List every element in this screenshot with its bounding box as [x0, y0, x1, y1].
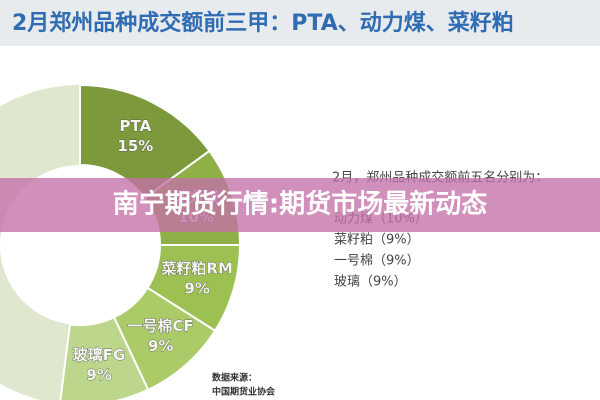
slice-value: 15% [117, 137, 153, 155]
slice-value: 9% [184, 280, 209, 298]
slice-value: 9% [86, 366, 111, 384]
slice-value: 9% [148, 337, 173, 355]
slice-category: 玻璃FG [73, 346, 126, 364]
banner-text: 南宁期货行情:期货市场最新动态 [113, 189, 487, 220]
slice-category: PTA [120, 117, 152, 135]
header-bg [0, 0, 600, 46]
slice-category: 一号棉CF [128, 317, 194, 335]
slice [59, 316, 150, 400]
note-item: 一号棉（9%） [334, 254, 420, 269]
note-item: 菜籽粕（9%） [334, 233, 420, 248]
banner-bg [0, 178, 600, 232]
source-name: 中国期货业协会 [212, 386, 276, 398]
slice-category: 菜籽粕RM [160, 260, 232, 278]
chart-title: 2月郑州品种成交额前三甲：PTA、动力煤、菜籽粕 [12, 10, 514, 36]
note-item: 玻璃（9%） [334, 275, 407, 290]
source-label: 数据来源： [212, 372, 257, 384]
